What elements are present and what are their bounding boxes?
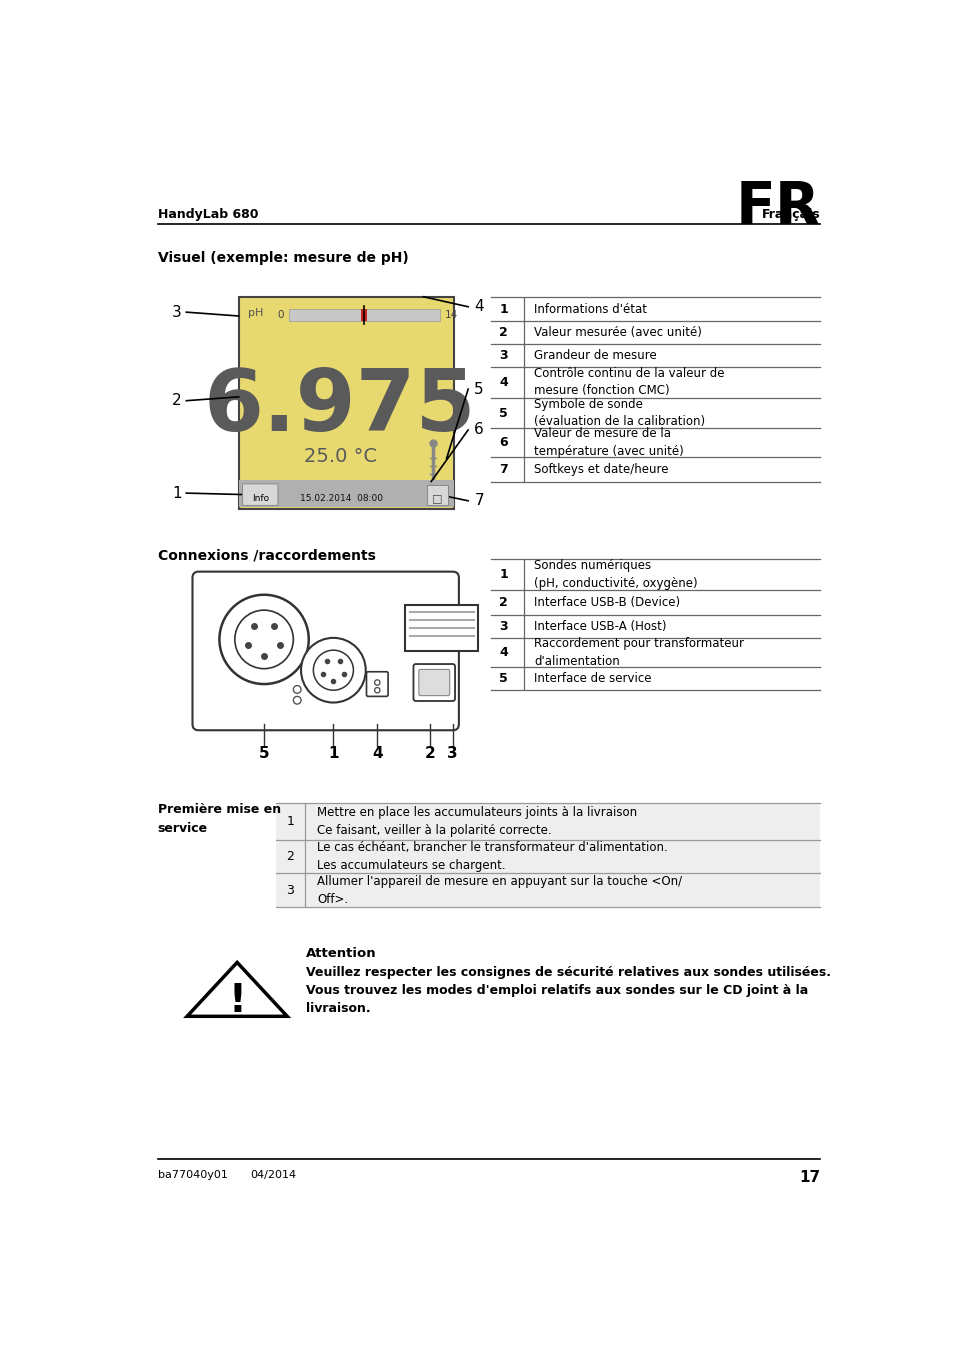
Text: Allumer l'appareil de mesure en appuyant sur la touche <On/
Off>.: Allumer l'appareil de mesure en appuyant…: [317, 875, 681, 906]
Text: 2: 2: [424, 745, 435, 761]
Text: Mettre en place les accumulateurs joints à la livraison
Ce faisant, veiller à la: Mettre en place les accumulateurs joints…: [317, 806, 637, 837]
Circle shape: [219, 595, 309, 684]
Text: Connexions /raccordements: Connexions /raccordements: [157, 548, 375, 563]
Polygon shape: [187, 963, 287, 1017]
Text: 4: 4: [474, 300, 483, 315]
Text: 4: 4: [372, 745, 382, 761]
Text: 1: 1: [498, 302, 507, 316]
Text: 4: 4: [498, 375, 507, 389]
Text: !: !: [228, 983, 246, 1021]
Text: 0: 0: [277, 310, 284, 320]
FancyBboxPatch shape: [413, 664, 455, 701]
Text: Première mise en
service: Première mise en service: [157, 803, 280, 834]
FancyBboxPatch shape: [242, 483, 277, 505]
Text: 3: 3: [498, 350, 507, 362]
Text: Attention: Attention: [306, 948, 376, 960]
Text: 2: 2: [498, 327, 507, 339]
Text: Contrôle continu de la valeur de
mesure (fonction CMC): Contrôle continu de la valeur de mesure …: [534, 367, 724, 397]
Text: 3: 3: [286, 884, 294, 896]
Text: Raccordement pour transformateur
d'alimentation: Raccordement pour transformateur d'alime…: [534, 637, 743, 668]
Text: Valeur mesurée (avec unité): Valeur mesurée (avec unité): [534, 327, 701, 339]
Bar: [275, 803, 820, 907]
Text: 1: 1: [328, 745, 338, 761]
Text: 1: 1: [172, 486, 182, 501]
Text: Softkeys et date/heure: Softkeys et date/heure: [534, 463, 668, 477]
Text: 17: 17: [798, 1170, 820, 1185]
Circle shape: [375, 680, 379, 686]
Bar: [360, 309, 367, 321]
Text: 5: 5: [474, 382, 483, 397]
Text: 5: 5: [258, 745, 269, 761]
FancyBboxPatch shape: [418, 670, 449, 695]
Text: 2: 2: [286, 850, 294, 863]
Text: 4: 4: [498, 647, 507, 659]
Text: 7: 7: [474, 493, 483, 509]
Text: 1: 1: [286, 814, 294, 828]
Text: Symbole de sonde
(évaluation de la calibration): Symbole de sonde (évaluation de la calib…: [534, 398, 704, 428]
Text: 6: 6: [474, 423, 483, 437]
Text: 3: 3: [447, 745, 457, 761]
Text: FR: FR: [735, 180, 820, 236]
Bar: [238, 297, 454, 509]
Circle shape: [293, 697, 301, 705]
Circle shape: [234, 610, 293, 668]
Text: 3: 3: [172, 305, 182, 320]
Text: □: □: [432, 494, 442, 504]
Text: 15.02.2014  08:00: 15.02.2014 08:00: [300, 494, 383, 504]
Text: 2: 2: [172, 393, 182, 408]
Circle shape: [375, 687, 379, 693]
Text: 2: 2: [498, 595, 507, 609]
Text: 3: 3: [498, 620, 507, 633]
Text: pH: pH: [248, 308, 263, 317]
Text: ba77040y01: ba77040y01: [157, 1170, 228, 1180]
Circle shape: [293, 686, 301, 694]
Text: 1: 1: [498, 568, 507, 582]
Circle shape: [313, 651, 353, 690]
Text: 04/2014: 04/2014: [250, 1170, 296, 1180]
FancyBboxPatch shape: [193, 571, 458, 730]
Text: 5: 5: [498, 406, 507, 420]
Bar: [238, 481, 454, 508]
Text: 14: 14: [444, 310, 457, 320]
Text: Interface USB-B (Device): Interface USB-B (Device): [534, 595, 679, 609]
Text: Info: Info: [252, 494, 269, 504]
Bar: [289, 309, 440, 321]
Text: Sondes numériques
(pH, conductivité, oxygène): Sondes numériques (pH, conductivité, oxy…: [534, 559, 698, 590]
Text: Veuillez respecter les consignes de sécurité relatives aux sondes utilisées.
Vou: Veuillez respecter les consignes de sécu…: [306, 965, 831, 1015]
Text: Interface de service: Interface de service: [534, 672, 651, 686]
Text: Visuel (exemple: mesure de pH): Visuel (exemple: mesure de pH): [157, 251, 408, 265]
Text: Français: Français: [760, 208, 820, 221]
Circle shape: [301, 637, 365, 702]
Text: 7: 7: [498, 463, 507, 477]
Text: HandyLab 680: HandyLab 680: [157, 208, 258, 221]
Text: 25.0 °C: 25.0 °C: [303, 447, 376, 466]
Text: 6.975: 6.975: [204, 366, 477, 450]
Text: 6: 6: [498, 436, 507, 450]
Text: 5: 5: [498, 672, 507, 686]
FancyBboxPatch shape: [366, 672, 388, 697]
Text: Grandeur de mesure: Grandeur de mesure: [534, 350, 657, 362]
FancyBboxPatch shape: [426, 485, 448, 505]
Text: Interface USB-A (Host): Interface USB-A (Host): [534, 620, 666, 633]
Bar: [405, 605, 477, 651]
Text: Valeur de mesure de la
température (avec unité): Valeur de mesure de la température (avec…: [534, 428, 683, 458]
Text: Informations d'état: Informations d'état: [534, 302, 647, 316]
Text: Le cas échéant, brancher le transformateur d'alimentation.
Les accumulateurs se : Le cas échéant, brancher le transformate…: [317, 841, 667, 872]
